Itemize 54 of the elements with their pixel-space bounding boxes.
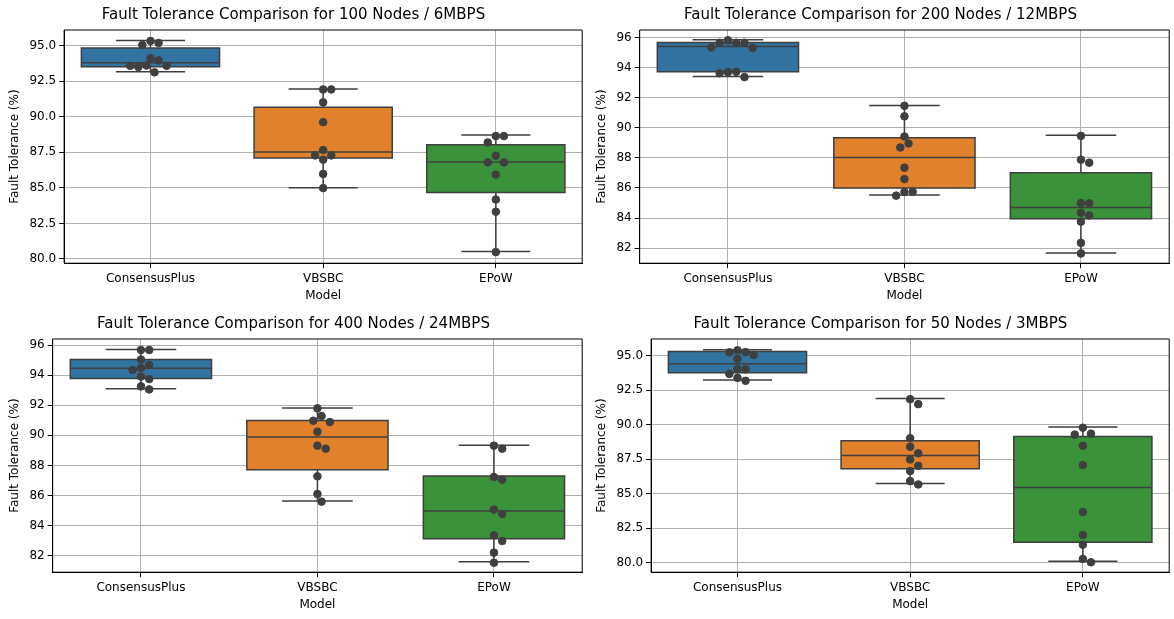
x-tick-label: EPoW [477, 579, 511, 594]
y-tick-label: 80.0 [29, 251, 57, 266]
x-tick-label: EPoW [1066, 579, 1100, 594]
y-tick-label: 84 [29, 517, 45, 532]
y-tick-label: 95.0 [616, 347, 644, 362]
x-axis-title: Model [299, 596, 336, 611]
y-tick-label: 95.0 [29, 37, 57, 52]
y-tick-label: 90.0 [29, 108, 57, 123]
chart-title: Fault Tolerance Comparison for 100 Nodes / 6MBPS [101, 4, 486, 23]
y-tick-label: 84 [616, 210, 632, 225]
x-tick-label: ConsensusPlus [683, 270, 773, 285]
y-tick-label: 86 [29, 487, 45, 502]
y-tick-label: 92 [29, 397, 45, 412]
x-axis-title: Model [892, 596, 929, 611]
chart-title: Fault Tolerance Comparison for 400 Nodes / 24MBPS [97, 313, 490, 332]
y-tick-label: 88 [29, 457, 45, 472]
y-tick-label: 88 [616, 150, 632, 165]
chart-title: Fault Tolerance Comparison for 200 Nodes / 12MBPS [684, 4, 1077, 23]
y-tick-label: 94 [29, 367, 45, 382]
chart-title: Fault Tolerance Comparison for 50 Nodes / 3MBPS [693, 313, 1068, 332]
y-tick-label: 92.5 [29, 73, 57, 88]
x-axis-title: Model [305, 287, 342, 302]
y-tick-label: 94 [616, 59, 632, 74]
x-tick-label: VBSBC [884, 270, 925, 285]
y-tick-label: 85.0 [616, 485, 644, 500]
y-axis-title: Fault Tolerance (%) [7, 89, 22, 204]
x-tick-label: ConsensusPlus [105, 270, 196, 285]
y-tick-label: 87.5 [29, 144, 57, 159]
y-tick-label: 85.0 [29, 179, 57, 194]
x-tick-label: VBSBC [890, 579, 931, 594]
y-tick-label: 87.5 [616, 451, 644, 466]
y-tick-label: 90 [616, 119, 632, 134]
x-tick-label: ConsensusPlus [692, 579, 783, 594]
y-tick-label: 96 [29, 337, 45, 352]
y-axis-title: Fault Tolerance (%) [7, 398, 22, 513]
y-tick-label: 92.5 [616, 382, 644, 397]
x-tick-label: EPoW [1064, 270, 1098, 285]
x-axis-title: Model [886, 287, 923, 302]
y-tick-label: 82 [29, 547, 45, 562]
y-tick-label: 96 [616, 29, 632, 44]
y-tick-label: 90 [29, 427, 45, 442]
x-tick-label: VBSBC [297, 579, 338, 594]
x-tick-label: EPoW [479, 270, 513, 285]
y-tick-label: 90.0 [616, 416, 644, 431]
y-tick-label: 80.0 [616, 554, 644, 569]
y-axis-title: Fault Tolerance (%) [594, 89, 609, 204]
x-tick-label: VBSBC [303, 270, 344, 285]
y-tick-label: 82.5 [616, 520, 644, 535]
y-tick-label: 82 [616, 240, 632, 255]
y-tick-label: 82.5 [29, 215, 57, 230]
y-axis-title: Fault Tolerance (%) [594, 398, 609, 513]
x-tick-label: ConsensusPlus [96, 579, 186, 594]
y-tick-label: 92 [616, 89, 632, 104]
y-tick-label: 86 [616, 180, 632, 195]
